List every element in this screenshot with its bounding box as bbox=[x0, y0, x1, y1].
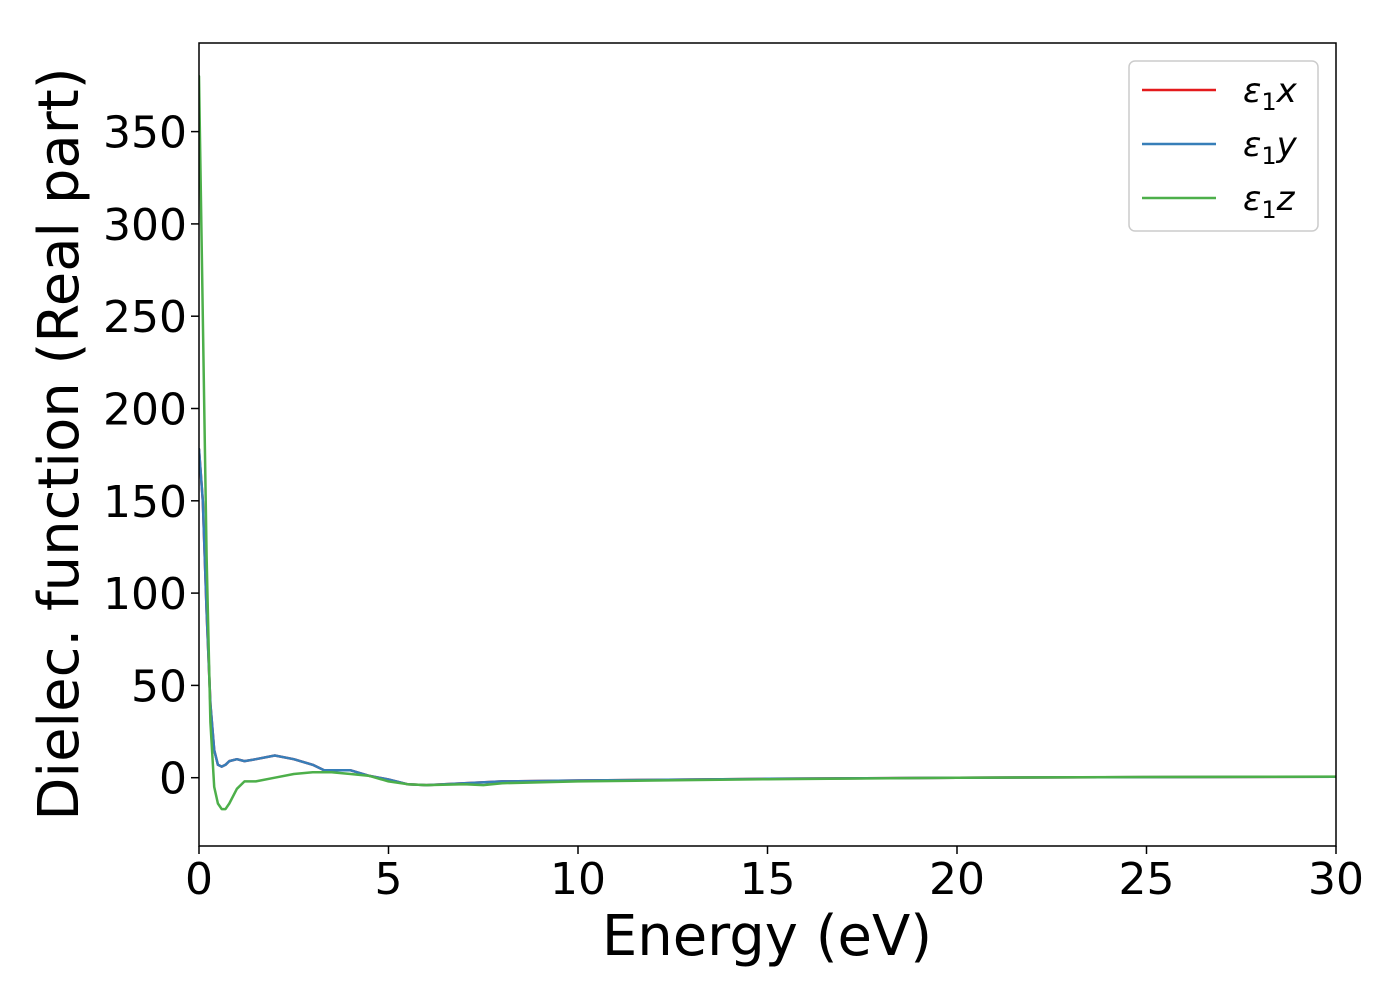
y-tick-label-3: 150 bbox=[103, 477, 187, 528]
y-axis-label: Dielec. function (Real part) bbox=[27, 67, 92, 820]
series-line-x bbox=[199, 447, 1336, 787]
y-tick-label-1: 50 bbox=[131, 661, 187, 712]
x-tick-label-0: 0 bbox=[185, 854, 213, 905]
legend-label-base: ε bbox=[1243, 71, 1261, 111]
y-tick-label-2: 100 bbox=[103, 569, 187, 620]
y-tick-label-5: 250 bbox=[103, 292, 187, 343]
legend-label-var: y bbox=[1276, 125, 1298, 165]
y-tick-label-4: 200 bbox=[103, 385, 187, 436]
x-axis-ticks: 0 5 10 15 20 25 30 bbox=[185, 846, 1364, 905]
x-tick-label-1: 5 bbox=[375, 854, 403, 905]
x-tick-label-4: 20 bbox=[929, 854, 985, 905]
legend-label-y: ε1y bbox=[1243, 125, 1298, 170]
x-tick-label-3: 15 bbox=[740, 854, 796, 905]
series-line-z bbox=[199, 74, 1336, 811]
y-tick-label-7: 350 bbox=[103, 108, 187, 159]
legend-label-var: x bbox=[1276, 71, 1298, 111]
y-tick-label-0: 0 bbox=[159, 754, 187, 805]
x-tick-label-5: 25 bbox=[1119, 854, 1175, 905]
x-tick-label-2: 10 bbox=[550, 854, 606, 905]
legend-label-z: ε1z bbox=[1243, 179, 1296, 224]
legend-label-sub: 1 bbox=[1261, 88, 1276, 116]
legend-label-sub: 1 bbox=[1261, 142, 1276, 170]
legend-frame bbox=[1128, 60, 1319, 232]
x-axis-label: Energy (eV) bbox=[602, 904, 932, 969]
y-axis-ticks: 0 50 100 150 200 250 300 350 bbox=[103, 108, 199, 805]
legend-label-var: z bbox=[1276, 179, 1296, 219]
series-layer bbox=[199, 74, 1336, 811]
legend-label-sub: 1 bbox=[1261, 196, 1276, 224]
y-tick-label-6: 300 bbox=[103, 200, 187, 251]
x-tick-label-6: 30 bbox=[1308, 854, 1364, 905]
legend-label-base: ε bbox=[1243, 179, 1261, 219]
legend-label-x: ε1x bbox=[1243, 71, 1298, 116]
legend-label-base: ε bbox=[1243, 125, 1261, 165]
series-line-y bbox=[199, 447, 1336, 787]
